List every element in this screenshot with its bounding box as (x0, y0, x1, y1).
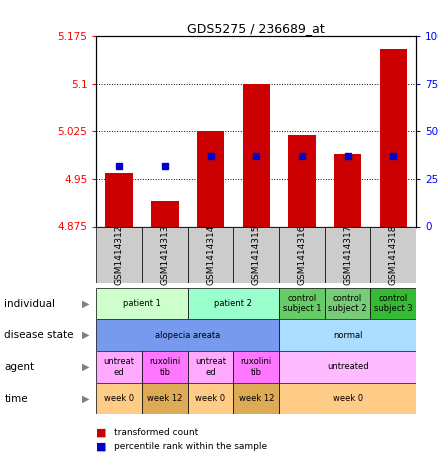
Text: ■: ■ (96, 441, 107, 451)
Text: control
subject 3: control subject 3 (374, 294, 413, 313)
Text: transformed count: transformed count (114, 428, 198, 437)
Text: GSM1414314: GSM1414314 (206, 225, 215, 285)
Bar (142, 226, 188, 283)
Bar (188, 383, 233, 414)
Text: individual: individual (4, 299, 55, 308)
Text: week 12: week 12 (239, 394, 274, 403)
Bar (279, 351, 416, 383)
Title: GDS5275 / 236689_at: GDS5275 / 236689_at (187, 22, 325, 35)
Text: week 0: week 0 (104, 394, 134, 403)
Text: ruxolini
tib: ruxolini tib (240, 357, 272, 376)
Text: week 0: week 0 (332, 394, 363, 403)
Bar (233, 226, 279, 283)
Text: percentile rank within the sample: percentile rank within the sample (114, 442, 267, 451)
Bar (233, 383, 279, 414)
Text: GSM1414317: GSM1414317 (343, 225, 352, 285)
Text: time: time (4, 394, 28, 404)
Bar (96, 226, 142, 283)
Bar (96, 288, 188, 319)
Bar (106, 173, 133, 226)
Text: GSM1414318: GSM1414318 (389, 225, 398, 285)
Text: untreat
ed: untreat ed (195, 357, 226, 376)
Bar (288, 135, 316, 226)
Text: GSM1414315: GSM1414315 (252, 225, 261, 285)
Bar (279, 288, 325, 319)
Bar (380, 49, 407, 226)
Text: disease state: disease state (4, 330, 74, 340)
Text: untreated: untreated (327, 362, 368, 371)
Bar (279, 226, 325, 283)
Text: control
subject 1: control subject 1 (283, 294, 321, 313)
Bar (142, 351, 188, 383)
Bar (325, 288, 371, 319)
Bar (243, 84, 270, 226)
Bar (233, 351, 279, 383)
Text: ■: ■ (96, 428, 107, 438)
Text: GSM1414312: GSM1414312 (115, 225, 124, 285)
Text: ▶: ▶ (81, 299, 89, 308)
Text: agent: agent (4, 362, 35, 372)
Text: patient 2: patient 2 (215, 299, 252, 308)
Bar (96, 383, 142, 414)
Bar (334, 154, 361, 226)
Text: untreat
ed: untreat ed (104, 357, 135, 376)
Text: week 0: week 0 (195, 394, 226, 403)
Text: patient 1: patient 1 (123, 299, 161, 308)
Bar (142, 383, 188, 414)
Text: GSM1414316: GSM1414316 (297, 225, 307, 285)
Bar (188, 226, 233, 283)
Text: normal: normal (333, 331, 362, 340)
Text: week 12: week 12 (147, 394, 183, 403)
Text: ▶: ▶ (81, 394, 89, 404)
Bar (96, 319, 279, 351)
Text: ▶: ▶ (81, 362, 89, 372)
Bar (279, 383, 416, 414)
Bar (279, 319, 416, 351)
Bar (188, 351, 233, 383)
Bar (197, 131, 224, 226)
Bar (371, 288, 416, 319)
Text: ruxolini
tib: ruxolini tib (149, 357, 180, 376)
Text: GSM1414313: GSM1414313 (160, 225, 170, 285)
Bar (371, 226, 416, 283)
Text: alopecia areata: alopecia areata (155, 331, 220, 340)
Text: ▶: ▶ (81, 330, 89, 340)
Bar (96, 351, 142, 383)
Bar (188, 288, 279, 319)
Text: control
subject 2: control subject 2 (328, 294, 367, 313)
Bar (151, 201, 179, 226)
Bar (325, 226, 371, 283)
